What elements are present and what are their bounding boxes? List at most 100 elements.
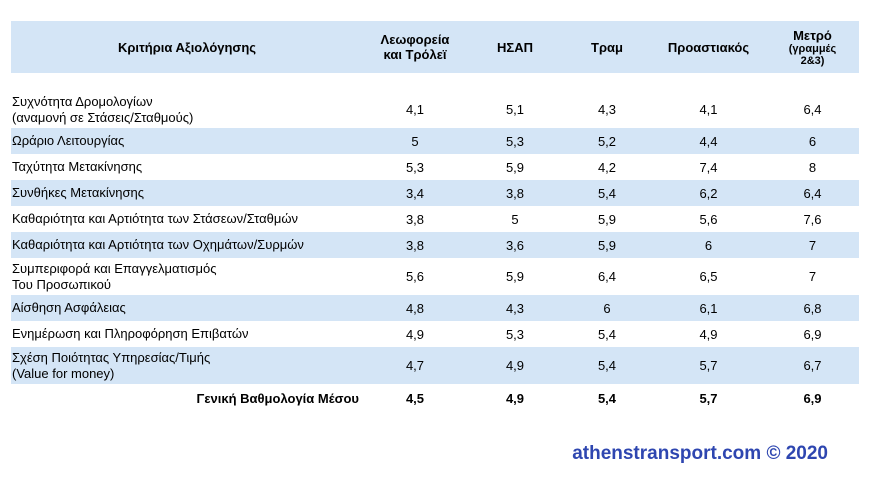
score-tram: 5,4	[563, 321, 651, 347]
total-score-tram: 5,4	[563, 384, 651, 412]
header-tram: Τραμ	[563, 21, 651, 73]
total-score-metro: 6,9	[766, 384, 859, 412]
score-bus: 4,1	[363, 91, 467, 128]
criterion-label-line2: (αναμονή σε Στάσεις/Σταθμούς)	[12, 109, 194, 125]
score-suburban: 5,6	[651, 206, 766, 232]
table-row: Συχνότητα Δρομολογίων (αναμονή σε Στάσεις…	[11, 91, 859, 128]
table-row: Σχέση Ποιότητας Υπηρεσίας/Τιμής (Value fo…	[11, 347, 859, 384]
table-row: Ωράριο Λειτουργίας 5 5,3 5,2 4,4 6	[11, 128, 859, 154]
criterion-label: Συνθήκες Μετακίνησης	[11, 180, 363, 206]
score-suburban: 4,4	[651, 128, 766, 154]
score-metro: 6	[766, 128, 859, 154]
score-tram: 5,2	[563, 128, 651, 154]
criterion-label-line2: Του Προσωπικού	[12, 276, 112, 292]
criterion-label: Ταχύτητα Μετακίνησης	[11, 154, 363, 180]
criterion-label: Καθαριότητα και Αρτιότητα των Στάσεων/Στ…	[11, 206, 363, 232]
total-row: Γενική Βαθμολογία Μέσου 4,5 4,9 5,4 5,7 6,9	[11, 384, 859, 412]
table-row: Ενημέρωση και Πληροφόρηση Επιβατών 4,9 5,3…	[11, 321, 859, 347]
header-criteria: Κριτήρια Αξιολόγησης	[11, 21, 363, 73]
score-suburban: 6	[651, 232, 766, 258]
score-metro: 6,7	[766, 347, 859, 384]
criterion-label-line1: Καθαριότητα και Αρτιότητα των Στάσεων/Στ…	[12, 211, 299, 226]
score-isap: 5,9	[467, 258, 563, 295]
header-row: Κριτήρια Αξιολόγησης Λεωφορεία και Τρόλε…	[11, 21, 859, 73]
table-row: Συμπεριφορά και Επαγγελματισμός Του Προσω…	[11, 258, 859, 295]
table-row: Καθαριότητα και Αρτιότητα των Οχημάτων/Σ…	[11, 232, 859, 258]
score-bus: 3,4	[363, 180, 467, 206]
score-isap: 5,9	[467, 154, 563, 180]
total-score-isap: 4,9	[467, 384, 563, 412]
score-suburban: 4,9	[651, 321, 766, 347]
table-row: Αίσθηση Ασφάλειας 4,8 4,3 6 6,1 6,8	[11, 295, 859, 321]
score-bus: 3,8	[363, 206, 467, 232]
score-metro: 7	[766, 258, 859, 295]
score-suburban: 4,1	[651, 91, 766, 128]
criterion-label-line1: Αίσθηση Ασφάλειας	[12, 300, 126, 315]
score-bus: 5	[363, 128, 467, 154]
score-tram: 6,4	[563, 258, 651, 295]
score-isap: 3,8	[467, 180, 563, 206]
score-bus: 5,6	[363, 258, 467, 295]
table-row: Ταχύτητα Μετακίνησης 5,3 5,9 4,2 7,4 8	[11, 154, 859, 180]
score-isap: 4,9	[467, 347, 563, 384]
score-suburban: 6,2	[651, 180, 766, 206]
criterion-label-line2: (Value for money)	[12, 365, 115, 381]
score-isap: 5,3	[467, 321, 563, 347]
score-tram: 4,2	[563, 154, 651, 180]
score-tram: 5,4	[563, 347, 651, 384]
score-bus: 3,8	[363, 232, 467, 258]
header-spacer	[11, 73, 859, 91]
score-metro: 7	[766, 232, 859, 258]
score-tram: 5,9	[563, 232, 651, 258]
header-suburban: Προαστιακός	[651, 21, 766, 73]
criterion-label-line1: Ενημέρωση και Πληροφόρηση Επιβατών	[12, 326, 249, 341]
total-score-suburban: 5,7	[651, 384, 766, 412]
score-suburban: 7,4	[651, 154, 766, 180]
score-bus: 4,7	[363, 347, 467, 384]
score-tram: 4,3	[563, 91, 651, 128]
score-suburban: 5,7	[651, 347, 766, 384]
score-bus: 5,3	[363, 154, 467, 180]
criterion-label-line1: Σχέση Ποιότητας Υπηρεσίας/Τιμής	[12, 349, 211, 365]
criterion-label-line1: Καθαριότητα και Αρτιότητα των Οχημάτων/Σ…	[12, 237, 304, 252]
header-bus: Λεωφορεία και Τρόλεϊ	[363, 21, 467, 73]
copyright-credit: athenstransport.com © 2020	[572, 443, 828, 464]
header-metro-line1: Μετρό	[793, 27, 832, 43]
score-isap: 4,3	[467, 295, 563, 321]
score-bus: 4,9	[363, 321, 467, 347]
criterion-label: Ενημέρωση και Πληροφόρηση Επιβατών	[11, 321, 363, 347]
header-bus-line1: Λεωφορεία	[380, 32, 450, 47]
score-tram: 5,4	[563, 180, 651, 206]
ratings-table: Κριτήρια Αξιολόγησης Λεωφορεία και Τρόλε…	[11, 21, 859, 412]
score-metro: 6,8	[766, 295, 859, 321]
criterion-label: Ωράριο Λειτουργίας	[11, 128, 363, 154]
criterion-label: Καθαριότητα και Αρτιότητα των Οχημάτων/Σ…	[11, 232, 363, 258]
criterion-label: Αίσθηση Ασφάλειας	[11, 295, 363, 321]
score-suburban: 6,1	[651, 295, 766, 321]
score-metro: 6,4	[766, 91, 859, 128]
header-bus-line2: και Τρόλεϊ	[383, 47, 447, 62]
score-isap: 5	[467, 206, 563, 232]
score-isap: 5,3	[467, 128, 563, 154]
score-metro: 6,9	[766, 321, 859, 347]
criterion-label-line1: Ταχύτητα Μετακίνησης	[12, 159, 143, 174]
score-metro: 6,4	[766, 180, 859, 206]
table-row: Καθαριότητα και Αρτιότητα των Στάσεων/Στ…	[11, 206, 859, 232]
total-score-bus: 4,5	[363, 384, 467, 412]
header-metro: Μετρό (γραμμές 2&3)	[766, 21, 859, 73]
score-tram: 6	[563, 295, 651, 321]
header-metro-line2: (γραμμές	[788, 42, 837, 55]
total-label: Γενική Βαθμολογία Μέσου	[11, 384, 363, 412]
score-bus: 4,8	[363, 295, 467, 321]
header-isap: ΗΣΑΠ	[467, 21, 563, 73]
criterion-label-line1: Ωράριο Λειτουργίας	[12, 133, 125, 148]
header-metro-line3: 2&3)	[800, 54, 825, 67]
score-metro: 8	[766, 154, 859, 180]
score-suburban: 6,5	[651, 258, 766, 295]
criterion-label-line1: Συμπεριφορά και Επαγγελματισμός	[12, 260, 217, 276]
criterion-label-line1: Συχνότητα Δρομολογίων	[12, 93, 153, 109]
criterion-label: Συχνότητα Δρομολογίων (αναμονή σε Στάσεις…	[11, 91, 363, 128]
score-metro: 7,6	[766, 206, 859, 232]
criterion-label-line1: Συνθήκες Μετακίνησης	[12, 185, 145, 200]
table-row: Συνθήκες Μετακίνησης 3,4 3,8 5,4 6,2 6,4	[11, 180, 859, 206]
